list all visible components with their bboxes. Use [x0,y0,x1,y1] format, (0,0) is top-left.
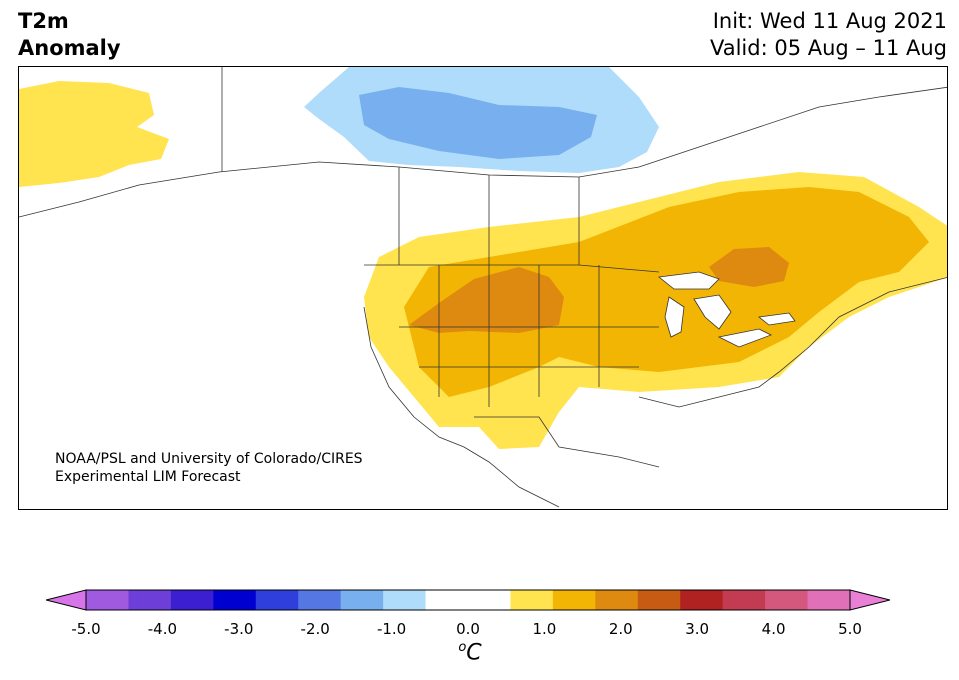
cold-anomaly-moderate [359,87,597,159]
map-credit: NOAA/PSL and University of Colorado/CIRE… [55,450,363,486]
warm-anomaly-strong-west [409,267,564,333]
anomaly-map [18,66,948,510]
colorbar-segment [170,590,214,610]
colorbar-segment [552,590,596,610]
colorbar-segment [637,590,681,610]
colorbar-segment [86,590,129,610]
colorbar-segment [680,590,724,610]
colorbar-segment [255,590,299,610]
unit-letter: C [466,640,482,666]
colorbar-segment [383,590,427,610]
colorbar-segment [298,590,342,610]
warm-anomaly-strong-east [709,247,789,287]
degree-symbol: o [458,640,467,655]
map-dates: Init: Wed 11 Aug 2021 Valid: 05 Aug – 11… [710,8,947,62]
colorbar-border [85,589,851,611]
great-lakes [658,271,796,348]
colorbar-segment [807,590,851,610]
colorbar-unit: oC [440,640,500,665]
colorbar-tick-label: 3.0 [685,620,710,638]
credit-line-1: NOAA/PSL and University of Colorado/CIRE… [55,451,363,467]
colorbar [46,589,890,611]
colorbar-segment [595,590,639,610]
colorbar-segment [765,590,809,610]
colorbar-segment [128,590,172,610]
colorbar-segment [722,590,766,610]
colorbar-tick-label: 4.0 [761,620,786,638]
colorbar-tick-label: -2.0 [300,620,330,638]
map-title: T2m Anomaly [18,8,121,62]
colorbar-arrow-high [849,589,890,611]
colorbar-tick-label: 2.0 [608,620,633,638]
colorbar-tick-label: -5.0 [71,620,101,638]
colorbar-segment [510,590,554,610]
colorbar-tick-label: -1.0 [376,620,407,638]
colorbar-tick-label: -3.0 [224,620,254,638]
colorbar-arrow-low [46,589,87,611]
colorbar-tick-label: 0.0 [456,620,480,638]
valid-range: Valid: 05 Aug – 11 Aug [709,36,947,60]
colorbar-segment [340,590,384,610]
colorbar-tick-label: 1.0 [532,620,557,638]
colorbar-segment [213,590,257,610]
alaska-warm-anomaly [19,81,169,187]
warm-anomaly-moderate [404,187,929,397]
title-field: Anomaly [18,36,121,60]
coastlines [19,67,947,508]
title-variable: T2m [18,9,69,33]
credit-line-2: Experimental LIM Forecast [55,469,241,485]
init-date: Init: Wed 11 Aug 2021 [712,9,947,33]
colorbar-segment [425,590,469,610]
map-canvas [19,67,947,508]
colorbar-segment [468,590,511,610]
colorbar-tick-label: -4.0 [147,620,178,638]
colorbar-tick-label: 5.0 [838,620,862,638]
